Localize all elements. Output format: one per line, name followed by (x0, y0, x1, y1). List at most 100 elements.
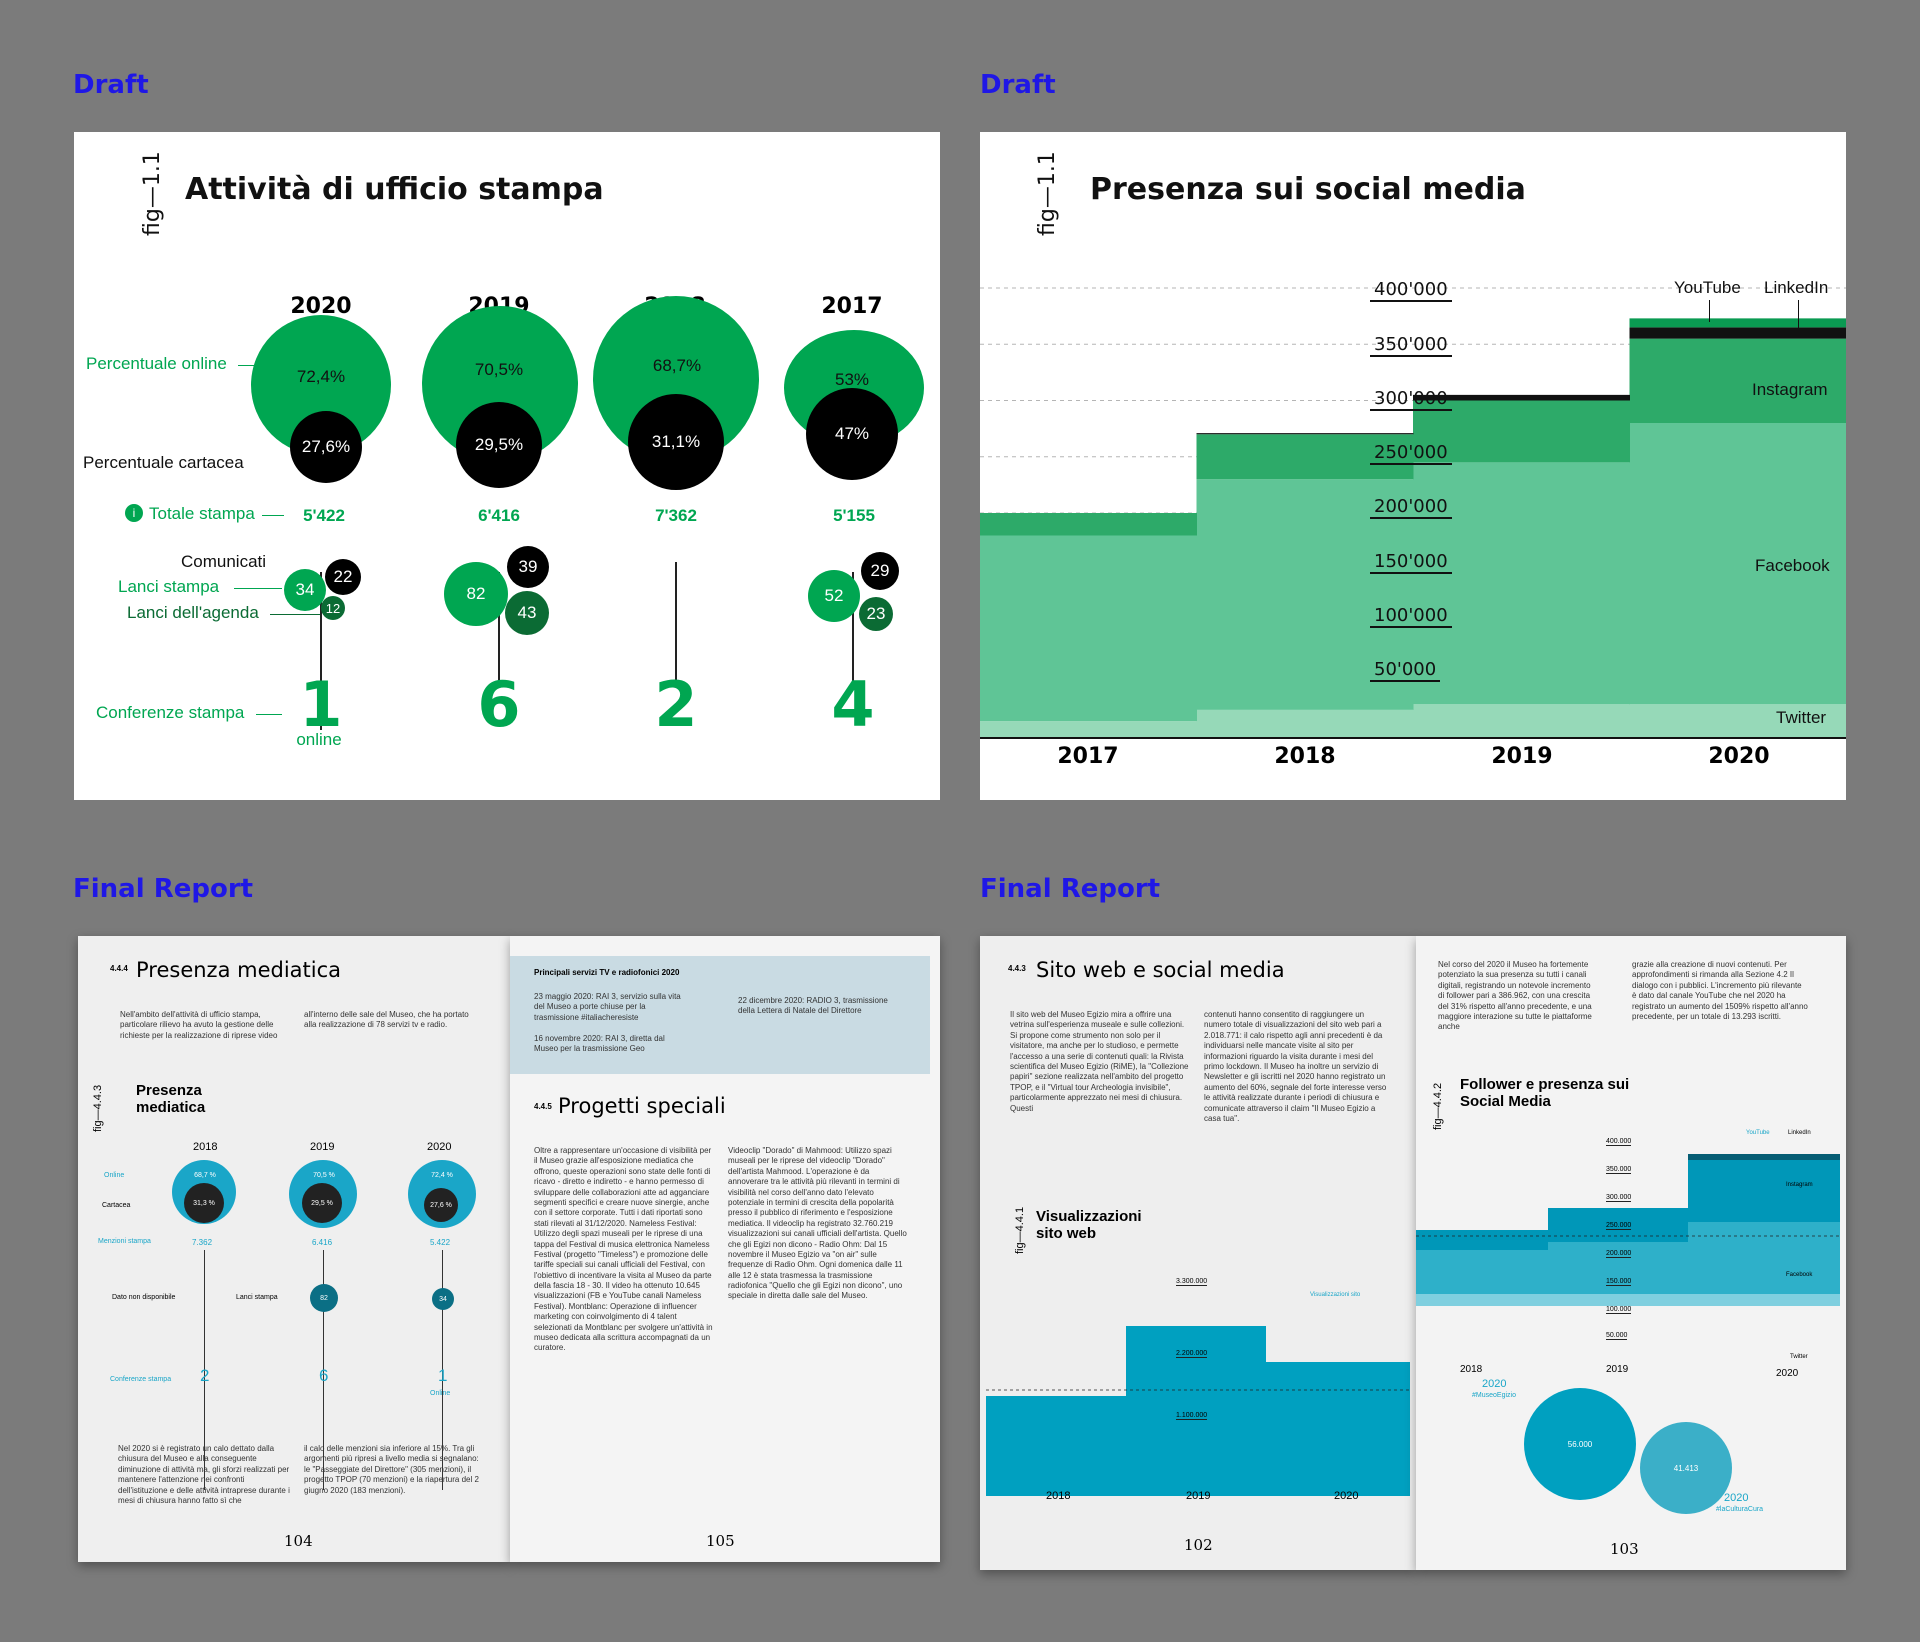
stem (323, 1250, 324, 1490)
lanci-circle: 34 (432, 1288, 454, 1310)
print-circle: 29,5 % (302, 1183, 342, 1223)
footer-col1: Nel 2020 si è registrato un calo dettato… (118, 1444, 290, 1505)
twitter-label: Twitter (1790, 1354, 1808, 1360)
intro-col1: Nell'ambito dell'attività di ufficio sta… (120, 1010, 278, 1040)
body-col2: grazie alla creazione di nuovi contenuti… (1632, 960, 1808, 1021)
year-2020: 2020 (290, 294, 352, 319)
facebook-label: Facebook (1786, 1272, 1813, 1278)
tick-label: 200.000 (1606, 1250, 1632, 1258)
arrow-lanci (234, 588, 282, 589)
legend-totale: Totale stampa (149, 504, 255, 523)
page-number: 105 (706, 1532, 735, 1550)
book-page-103: Nel corso del 2020 il Museo ha fortement… (1416, 936, 1846, 1570)
footer-col2: il calo delle menzioni sia inferiore al … (304, 1444, 479, 1495)
box-item: 16 novembre 2020: RAI 3, diretta dal Mus… (534, 1034, 665, 1054)
chart-title: Follower e presenza sui Social Media (1460, 1076, 1630, 1110)
x-year: 2018 (1046, 1490, 1071, 1502)
conf-2017: 4 (831, 668, 875, 741)
print-circle-2018: 31,1% (628, 394, 724, 490)
box-item: 22 dicembre 2020: RADIO 3, trasmissione … (738, 996, 888, 1016)
online-note: online (296, 730, 342, 749)
online-pct-2019: 70,5% (474, 360, 524, 379)
area-instagram-2017 (980, 513, 1197, 536)
draft-label-2: Draft (980, 70, 1056, 100)
instagram-label: Instagram (1752, 380, 1828, 399)
stem-2017 (852, 572, 854, 682)
total-2020: 5'422 (303, 506, 345, 525)
youtube-label: YouTube (1674, 278, 1741, 297)
bar-2019 (1126, 1326, 1266, 1496)
bar-2018 (986, 1396, 1126, 1496)
section-title: Progetti speciali (558, 1094, 726, 1118)
year: 2020 (427, 1141, 452, 1153)
tick-label: 250.000 (1606, 1222, 1632, 1230)
menzioni: 7.362 (192, 1238, 213, 1247)
total-2017: 5'155 (833, 506, 875, 525)
area-facebook-2017 (980, 535, 1197, 722)
final-label-2: Final Report (980, 874, 1161, 904)
tick-label: 300'000 (1370, 388, 1452, 411)
lanci-2019: 82 (444, 562, 508, 626)
legend-online: Online (104, 1172, 125, 1179)
area-facebook-2020 (1629, 423, 1846, 705)
linkedin-label: LinkedIn (1764, 278, 1829, 297)
area-linkedin-2020 (1629, 327, 1846, 339)
tick-label: 1.100.000 (1176, 1412, 1208, 1420)
print-circle-2020: 27,6% (290, 411, 362, 483)
legend-lanci: Lanci stampa (118, 577, 220, 596)
bubble-year: 2020 (1482, 1378, 1507, 1390)
final-label-1: Final Report (73, 874, 254, 904)
print-circle-2019: 29,5% (456, 402, 542, 488)
year: 2018 (193, 1141, 218, 1153)
legend-online: Percentuale online (86, 354, 227, 373)
bubble-year: 2020 (1724, 1492, 1749, 1504)
body-col2: contenuti hanno consentito di raggiunger… (1204, 1010, 1387, 1123)
chart-title: Presenza mediatica (136, 1082, 206, 1116)
online-pct: 70,5 % (313, 1172, 335, 1179)
x-year: 2019 (1606, 1364, 1629, 1375)
online-pct-2020: 72,4% (296, 367, 346, 386)
body-col1: Il sito web del Museo Egizio mira a offr… (1010, 1010, 1189, 1113)
bubble-museoegizio: 56.000 (1524, 1388, 1636, 1500)
tick-label: 100'000 (1370, 605, 1452, 628)
bubble-tag: #MuseoEgizio (1472, 1392, 1516, 1399)
online-pct: 72,4 % (431, 1172, 453, 1179)
followers-chart (1416, 1154, 1840, 1306)
press-panel: fig—1.1 Attività di ufficio stampa 2020 … (74, 132, 940, 800)
section-title: Sito web e social media (1036, 958, 1285, 982)
area-facebook-2019 (1413, 462, 1630, 705)
section-title: Presenza mediatica (136, 958, 342, 982)
tick-label: 400.000 (1606, 1138, 1632, 1146)
tick-label: 3.300.000 (1176, 1278, 1208, 1286)
stem-2018 (675, 562, 677, 682)
area-twitter-2017 (980, 721, 1197, 738)
section-number: 4.4.3 (1008, 964, 1026, 973)
x-year: 2020 (1334, 1490, 1359, 1502)
area-youtube-2020 (1629, 318, 1846, 328)
arrow-online (238, 365, 262, 366)
area-linkedin-2019 (1413, 394, 1630, 401)
page-number: 102 (1184, 1536, 1213, 1554)
tick-label: 100.000 (1606, 1306, 1632, 1314)
series-label: Visualizzazioni sito (1310, 1292, 1361, 1298)
conf-2018: 2 (654, 668, 698, 741)
comunicati-2020: 22 (325, 559, 361, 595)
conf: 1 (438, 1366, 448, 1385)
info-icon: i (125, 504, 143, 522)
body-col1: Oltre a rappresentare un'occasione di vi… (534, 1146, 713, 1353)
online-pct-2017: 53% (834, 370, 870, 389)
instagram-label: Instagram (1786, 1182, 1813, 1188)
comunicati-2017: 29 (861, 552, 899, 590)
x-year: 2019 (1186, 1490, 1211, 1502)
tick-label: 350'000 (1370, 334, 1452, 357)
tick-label: 300.000 (1606, 1194, 1632, 1202)
section-number: 4.4.5 (534, 1102, 552, 1111)
page-number: 104 (284, 1532, 313, 1550)
figure-number: fig—4.4.3 (92, 1084, 104, 1132)
page-title: Presenza sui social media (1090, 172, 1526, 207)
x-year: 2019 (1491, 744, 1553, 769)
area-linkedin-2018 (1196, 433, 1414, 435)
figure-number: fig—4.4.2 (1432, 1082, 1444, 1130)
print-circle: 31,3 % (184, 1183, 224, 1223)
online-pct-2018: 68,7% (652, 356, 702, 375)
